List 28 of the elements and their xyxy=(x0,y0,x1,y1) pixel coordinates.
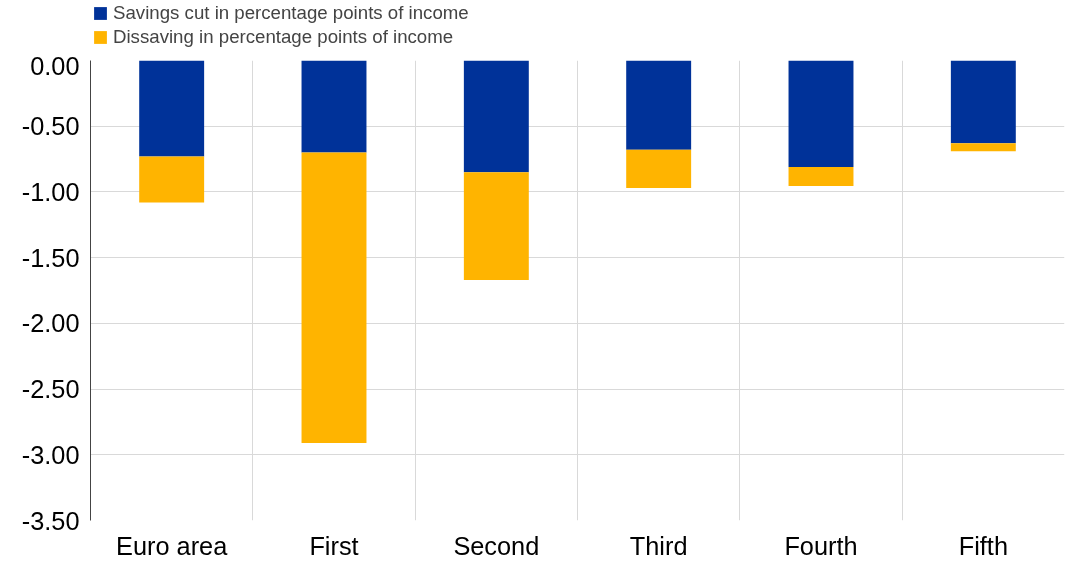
y-tick-label: -2.00 xyxy=(21,309,80,338)
bar xyxy=(301,152,367,443)
bar xyxy=(788,166,854,187)
bar xyxy=(463,172,529,280)
bar xyxy=(139,156,205,203)
bar xyxy=(301,60,367,153)
x-tick-label: Euro area xyxy=(116,531,229,560)
bar xyxy=(950,143,1016,152)
bar xyxy=(788,60,854,167)
legend-label: Dissaving in percentage points of income xyxy=(113,26,454,48)
x-tick-label: First xyxy=(309,531,359,560)
y-tick-label: -2.50 xyxy=(21,375,80,404)
y-tick-label: -1.50 xyxy=(21,243,80,272)
y-tick-label: -3.50 xyxy=(21,506,80,535)
x-tick-label: Third xyxy=(629,531,688,560)
y-tick-label: -0.50 xyxy=(21,112,80,141)
bar xyxy=(463,60,529,173)
x-tick-label: Second xyxy=(453,531,540,560)
bar xyxy=(139,60,205,157)
bar xyxy=(950,60,1016,144)
bar xyxy=(626,149,692,188)
y-tick-label: -1.00 xyxy=(21,177,80,206)
y-tick-label: -3.00 xyxy=(21,440,80,469)
bar xyxy=(626,60,692,150)
x-tick-label: Fourth xyxy=(784,531,858,560)
legend-label: Savings cut in percentage points of income xyxy=(113,2,469,24)
x-tick-label: Fifth xyxy=(958,531,1008,560)
y-tick-label: 0.00 xyxy=(30,51,80,80)
